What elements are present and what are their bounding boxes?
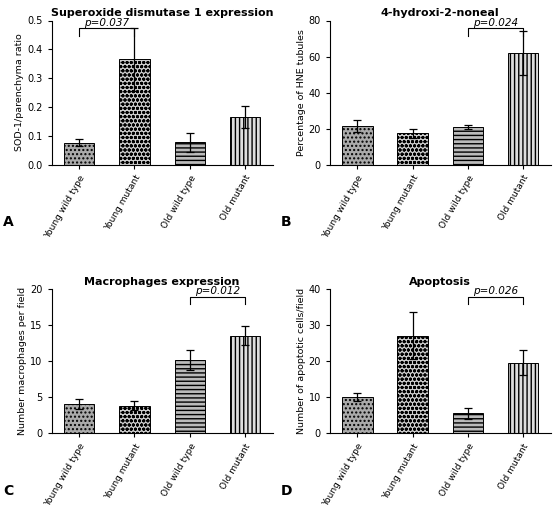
Bar xyxy=(119,406,150,433)
Bar xyxy=(453,127,483,165)
Title: 4-hydroxi-2-noneal: 4-hydroxi-2-noneal xyxy=(381,8,500,18)
Text: p=0.024: p=0.024 xyxy=(473,18,518,28)
Bar xyxy=(508,363,538,433)
Y-axis label: Number macrophages per field: Number macrophages per field xyxy=(18,287,27,435)
Bar xyxy=(342,126,372,165)
Bar xyxy=(64,143,94,165)
Text: p=0.026: p=0.026 xyxy=(473,286,518,296)
Bar xyxy=(174,142,205,165)
Bar xyxy=(230,117,260,165)
Text: D: D xyxy=(281,484,293,498)
Text: A: A xyxy=(3,215,14,229)
Title: Apoptosis: Apoptosis xyxy=(409,277,471,287)
Bar xyxy=(453,413,483,433)
Title: Macrophages expression: Macrophages expression xyxy=(84,277,240,287)
Text: p=0.037: p=0.037 xyxy=(84,18,130,28)
Text: p=0.012: p=0.012 xyxy=(195,286,240,296)
Bar xyxy=(397,133,428,165)
Bar xyxy=(508,53,538,165)
Bar xyxy=(64,404,94,433)
Bar xyxy=(397,336,428,433)
Bar xyxy=(119,59,150,165)
Y-axis label: Number of apoptotic cells/field: Number of apoptotic cells/field xyxy=(297,288,306,434)
Bar xyxy=(342,397,372,433)
Y-axis label: Percentage of HNE tubules: Percentage of HNE tubules xyxy=(297,29,306,156)
Text: B: B xyxy=(281,215,292,229)
Bar xyxy=(174,360,205,433)
Title: Superoxide dismutase 1 expression: Superoxide dismutase 1 expression xyxy=(51,8,273,18)
Y-axis label: SOD-1/parenchyma ratio: SOD-1/parenchyma ratio xyxy=(16,34,25,152)
Bar xyxy=(230,336,260,433)
Text: C: C xyxy=(3,484,13,498)
